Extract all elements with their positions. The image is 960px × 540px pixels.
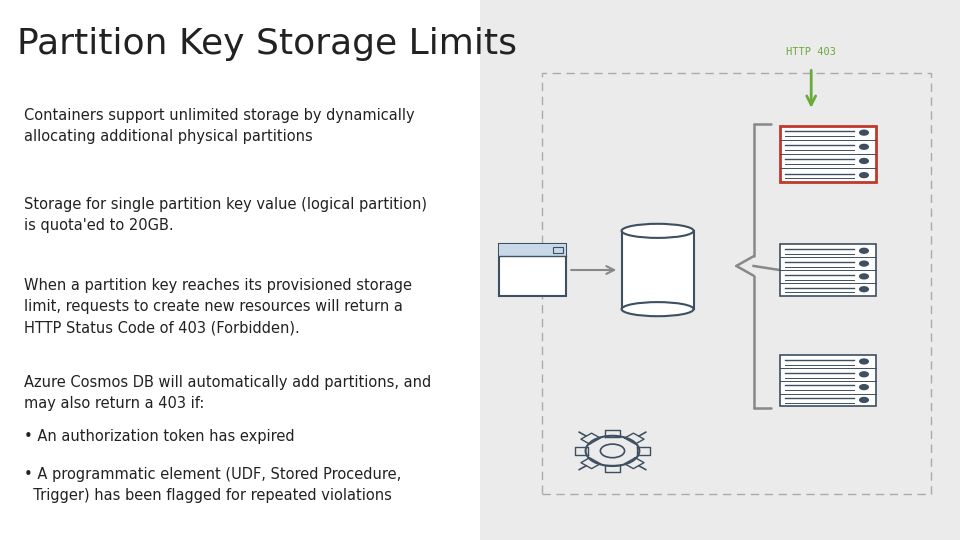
Circle shape: [860, 173, 869, 178]
Circle shape: [860, 287, 869, 292]
Circle shape: [860, 159, 869, 164]
Ellipse shape: [622, 302, 693, 316]
Bar: [780, 355, 876, 406]
Text: • A programmatic element (UDF, Stored Procedure,
  Trigger) has been flagged for: • A programmatic element (UDF, Stored Pr…: [24, 467, 401, 503]
Circle shape: [860, 384, 869, 389]
Bar: [553, 247, 563, 253]
Bar: [499, 244, 566, 296]
Bar: [780, 126, 876, 183]
Text: HTTP 403: HTTP 403: [786, 46, 836, 57]
Circle shape: [860, 144, 869, 149]
Circle shape: [860, 397, 869, 402]
Circle shape: [860, 248, 869, 253]
Bar: [780, 244, 876, 296]
Ellipse shape: [622, 224, 693, 238]
Bar: [499, 244, 566, 255]
Circle shape: [860, 261, 869, 266]
Text: Storage for single partition key value (logical partition)
is quota'ed to 20GB.: Storage for single partition key value (…: [24, 197, 427, 233]
Circle shape: [860, 372, 869, 377]
Text: • An authorization token has expired: • An authorization token has expired: [24, 429, 295, 444]
Bar: [542, 73, 931, 494]
Text: When a partition key reaches its provisioned storage
limit, requests to create n: When a partition key reaches its provisi…: [24, 278, 412, 335]
Circle shape: [860, 130, 869, 135]
Text: Azure Cosmos DB will automatically add partitions, and
may also return a 403 if:: Azure Cosmos DB will automatically add p…: [24, 375, 431, 411]
Text: Partition Key Storage Limits: Partition Key Storage Limits: [17, 27, 517, 61]
Circle shape: [860, 274, 869, 279]
FancyBboxPatch shape: [0, 0, 480, 540]
Bar: [622, 231, 693, 309]
Text: Containers support unlimited storage by dynamically
allocating additional physic: Containers support unlimited storage by …: [24, 108, 415, 144]
Circle shape: [860, 359, 869, 364]
